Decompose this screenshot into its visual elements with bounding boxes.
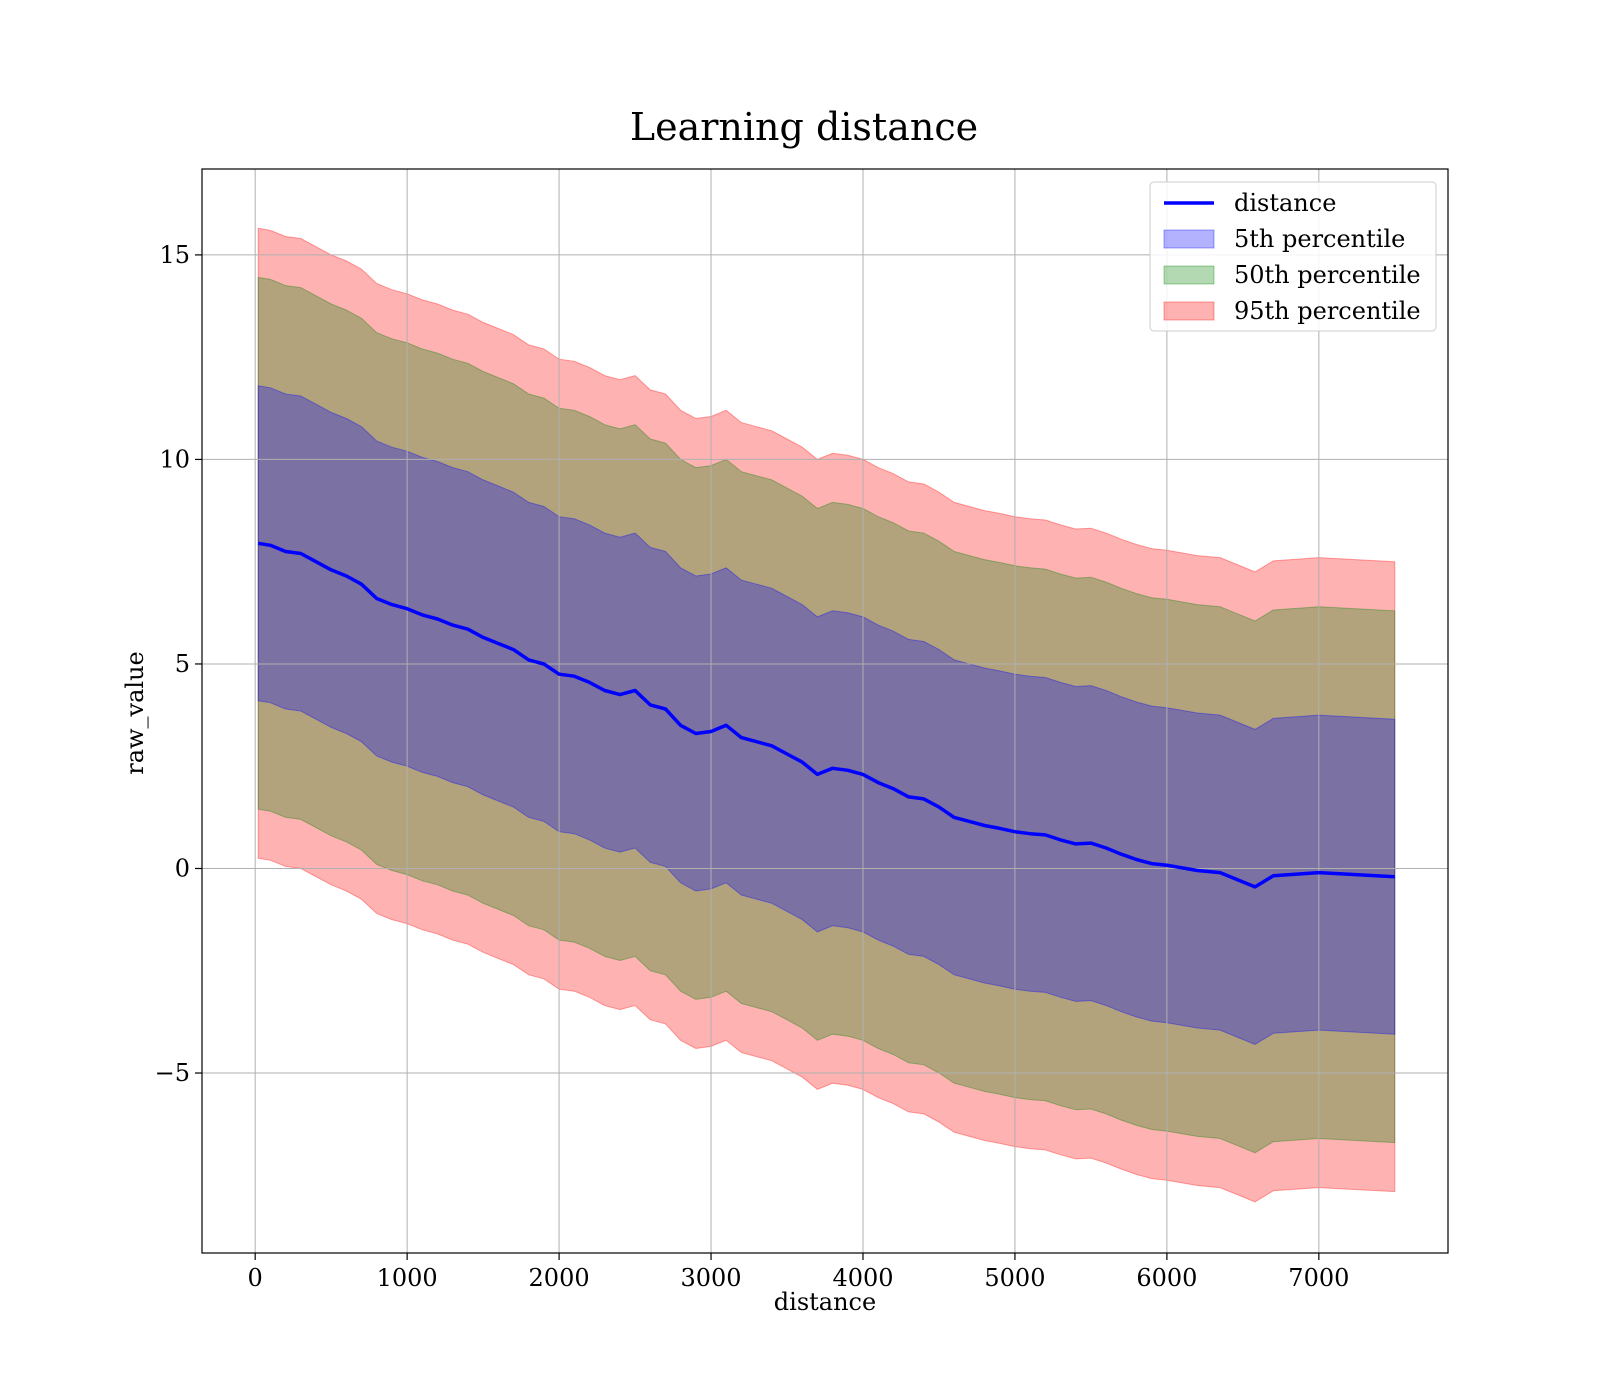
legend-swatch-50th-percentile bbox=[1163, 265, 1215, 285]
legend-swatch-5th-percentile bbox=[1163, 229, 1215, 249]
band-50th-percentile bbox=[257, 276, 1396, 1154]
grid bbox=[202, 169, 1448, 1253]
legend-swatch-95th-percentile bbox=[1163, 301, 1215, 321]
y-tick-label: 15 bbox=[159, 241, 190, 269]
legend-label-95th-percentile: 95th percentile bbox=[1234, 297, 1421, 325]
band-5th-percentile bbox=[257, 385, 1396, 1045]
y-tick-label: 10 bbox=[159, 445, 190, 473]
x-tick-label: 7000 bbox=[1288, 1264, 1349, 1292]
y-tick-label: 5 bbox=[175, 650, 190, 678]
series-line-distance bbox=[257, 541, 1395, 889]
chart-title: Learning distance bbox=[630, 105, 978, 149]
y-tick-label: 0 bbox=[175, 854, 190, 882]
x-tick-label: 4000 bbox=[832, 1264, 893, 1292]
x-axis-ticks: 0 1000 2000 3000 4000 5000 6000 7000 bbox=[248, 1253, 1349, 1292]
bands bbox=[257, 227, 1396, 1203]
legend-box bbox=[1149, 181, 1437, 332]
y-axis-label: raw_value bbox=[121, 651, 149, 775]
legend-label-distance: distance bbox=[1234, 189, 1336, 217]
y-axis-ticks: −5 0 5 10 15 bbox=[155, 241, 202, 1087]
legend-label-5th-percentile: 5th percentile bbox=[1234, 225, 1405, 253]
x-tick-label: 5000 bbox=[984, 1264, 1045, 1292]
plot-background bbox=[202, 169, 1448, 1253]
plot-area: 0 1000 2000 3000 4000 5000 6000 7000 −5 0 5 10 15 bbox=[155, 168, 1449, 1292]
x-axis-label: distance bbox=[774, 1288, 876, 1316]
x-tick-label: 0 bbox=[248, 1264, 263, 1292]
x-tick-label: 3000 bbox=[680, 1264, 741, 1292]
x-tick-label: 1000 bbox=[377, 1264, 438, 1292]
x-tick-label: 6000 bbox=[1136, 1264, 1197, 1292]
band-95th-percentile bbox=[257, 227, 1396, 1203]
y-tick-label: −5 bbox=[155, 1059, 190, 1087]
series-lines bbox=[257, 541, 1395, 889]
legend: distance 5th percentile 50th percentile 95t… bbox=[1149, 181, 1437, 332]
x-tick-label: 2000 bbox=[529, 1264, 590, 1292]
plot-frame bbox=[201, 168, 1449, 1254]
legend-entries: distance 5th percentile 50th percentile 95t… bbox=[1163, 189, 1421, 325]
legend-label-50th-percentile: 50th percentile bbox=[1234, 261, 1421, 289]
